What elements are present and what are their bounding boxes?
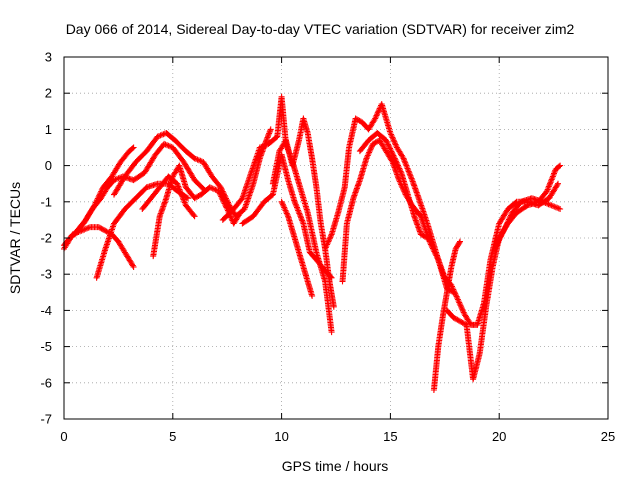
series-markers	[269, 115, 337, 310]
x-tick-label: 25	[601, 429, 615, 444]
series-pass-16	[444, 162, 564, 383]
y-axis-title: SDTVAR / TECUs	[7, 182, 23, 294]
x-tick-label: 5	[169, 429, 176, 444]
axis-ticks: 0 5 10 15 20 25 -7 -6 -5 -4 -3 -2 -1 0 1 2 3	[40, 50, 615, 445]
series-pass-3	[71, 140, 209, 238]
data-series	[61, 93, 564, 393]
x-axis-title: GPS time / hours	[282, 458, 389, 474]
y-tick-label: 1	[45, 122, 52, 137]
y-tick-label: -5	[40, 339, 52, 354]
y-tick-label: -6	[40, 375, 52, 390]
series-pass-17	[491, 195, 564, 252]
y-tick-label: 3	[45, 50, 52, 65]
x-tick-label: 20	[492, 429, 506, 444]
grid	[64, 57, 608, 419]
y-tick-label: 2	[45, 86, 52, 101]
y-tick-label: -1	[40, 194, 52, 209]
series-pass-7	[139, 173, 198, 220]
chart-title: Day 066 of 2014, Sidereal Day-to-day VTE…	[66, 21, 575, 37]
y-tick-label: -7	[40, 412, 52, 427]
y-tick-label: -3	[40, 267, 52, 282]
series-pass-14	[356, 130, 431, 241]
y-tick-label: -4	[40, 303, 52, 318]
series-pass-11	[278, 198, 316, 299]
series-markers	[491, 195, 564, 252]
series-markers	[444, 162, 564, 383]
series-pass-10	[269, 115, 337, 310]
series-markers	[71, 140, 209, 238]
x-tick-label: 15	[383, 429, 397, 444]
series-pass-15	[430, 238, 463, 393]
series-markers	[278, 198, 316, 299]
y-tick-label: -2	[40, 231, 52, 246]
y-tick-label: 0	[45, 158, 52, 173]
x-tick-label: 10	[274, 429, 288, 444]
series-markers	[356, 130, 431, 241]
x-tick-label: 0	[60, 429, 67, 444]
series-markers	[430, 238, 463, 393]
series-markers	[139, 173, 198, 220]
